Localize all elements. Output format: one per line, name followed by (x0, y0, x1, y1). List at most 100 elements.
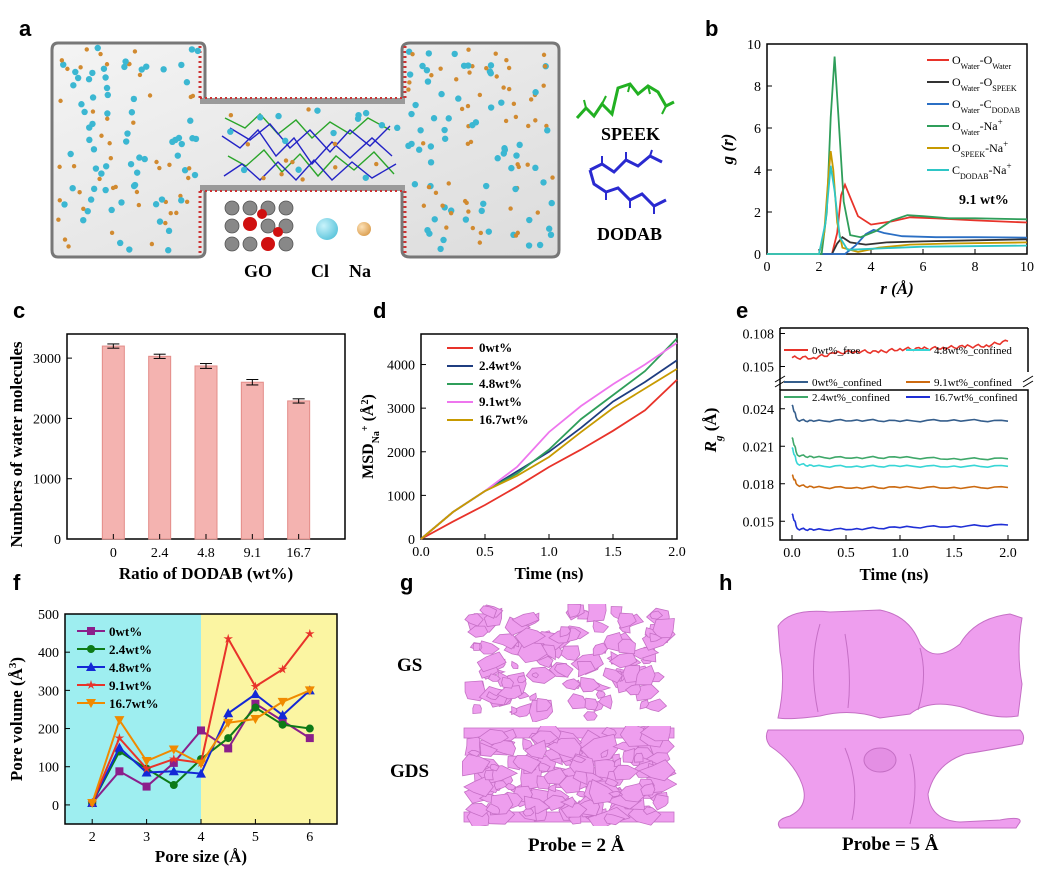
sodium-ion (261, 175, 266, 181)
x-tick-label: 4 (868, 260, 875, 275)
sodium-ion (134, 189, 140, 195)
sodium-ion (228, 112, 234, 118)
sodium-ion (333, 165, 338, 170)
sodium-ion (448, 211, 454, 216)
sodium-ion (470, 225, 476, 231)
pore-fragment (543, 767, 567, 785)
legend-label: 4.8wt% (479, 376, 522, 391)
sodium-ion (550, 175, 555, 180)
bar-16.7 (287, 400, 311, 540)
series-line-2.4wt%_confined (791, 437, 1009, 461)
x-tick-label: 10 (1020, 260, 1034, 275)
data-point (196, 768, 206, 778)
sodium-ion (508, 206, 513, 211)
pore-fragment (600, 749, 609, 758)
bar-2.4 (148, 355, 172, 540)
pore-fragment (485, 803, 501, 815)
x-tick-label: 1.5 (604, 545, 622, 560)
chloride-ion (460, 62, 468, 69)
x-axis-label: Pore size (Å) (155, 847, 247, 866)
data-point (223, 633, 233, 643)
sodium-ion (454, 77, 459, 82)
chloride-ion (103, 84, 111, 92)
y-axis-label: Numbers of water molecules (7, 341, 26, 547)
series-line-9.1wt% (420, 341, 678, 540)
data-point (141, 767, 152, 777)
pore-fragment (598, 694, 613, 710)
chloride-ion (84, 207, 91, 215)
chloride-ion (89, 69, 96, 77)
y-tick-label: 0.105 (743, 361, 775, 376)
chloride-ion (482, 182, 490, 190)
chloride-ion (412, 101, 419, 109)
chloride-ion (438, 90, 445, 98)
sodium-ion (541, 52, 547, 58)
x-tick-label: 4 (198, 830, 205, 845)
data-point (196, 759, 206, 769)
sodium-ion (374, 161, 379, 167)
pore-fragment (608, 790, 622, 798)
pore-fragment (517, 642, 548, 664)
legend-label: 0wt%_confined (812, 377, 882, 389)
chloride-ion (118, 199, 125, 206)
sodium-ion (149, 241, 155, 247)
chloride-ion (60, 61, 67, 68)
pore-fragment (464, 613, 484, 627)
sodium-ion (99, 133, 104, 138)
data-point (305, 724, 314, 733)
pore-surface-gs-2A (464, 604, 676, 722)
x-tick-label: 2.0 (999, 546, 1017, 561)
chloride-ion (314, 107, 321, 114)
dodab-chain-icon (588, 149, 667, 214)
chloride-ion (90, 146, 98, 153)
sodium-ion (484, 66, 489, 71)
y-axis-label: g (r) (718, 134, 737, 166)
legend-label: 16.7wt% (109, 696, 158, 711)
chloride-ion (417, 127, 424, 134)
x-tick-label: 16.7 (286, 546, 311, 561)
chloride-ion (130, 182, 138, 190)
chloride-ion (406, 71, 414, 78)
pore-fragment (639, 726, 671, 742)
chloride-ion (545, 225, 553, 232)
chloride-ion (89, 120, 96, 128)
sodium-ion (332, 141, 338, 147)
sodium-ion (147, 93, 153, 98)
sodium-ion (84, 47, 89, 52)
sodium-ion (137, 72, 143, 78)
chloride-ion (544, 127, 551, 134)
chloride-ion (532, 164, 539, 172)
sodium-ion (132, 49, 138, 54)
chloride-ion (295, 166, 302, 173)
data-point (250, 681, 261, 691)
pore-fragment (560, 802, 588, 818)
pore-surface-gs-5A (777, 609, 1023, 720)
data-point (251, 703, 260, 712)
y-tick-label: 0 (54, 533, 61, 548)
pore-fragment (579, 676, 601, 693)
chloride-ion (362, 174, 369, 181)
pore-fragment (604, 777, 619, 788)
legend-label: OSPEEK-Na+ (952, 139, 1008, 159)
legend-label: OWater-CDODAB (952, 97, 1020, 115)
legend-label: 16.7wt%_confined (934, 392, 1018, 404)
chloride-ion (415, 146, 423, 153)
chloride-ion (487, 70, 495, 77)
sodium-ion (462, 198, 468, 204)
x-tick-label: 2 (89, 830, 96, 845)
legend-label: 9.1wt%_confined (934, 377, 1012, 389)
x-tick-label: 4.8 (197, 546, 215, 561)
chloride-ion (92, 165, 100, 172)
pore-fragment (603, 813, 626, 826)
sodium-ion (108, 155, 114, 161)
sodium-ion (511, 101, 517, 107)
data-point (86, 662, 96, 671)
sodium-ion (542, 64, 548, 69)
pore-fragment (595, 690, 606, 699)
pore-surface-gds-2A (462, 726, 677, 826)
chloride-ion (98, 170, 105, 177)
sodium-ion (290, 159, 295, 165)
chloride-ion (526, 216, 533, 224)
sodium-ion (187, 166, 192, 171)
pore-fragment (602, 667, 623, 684)
